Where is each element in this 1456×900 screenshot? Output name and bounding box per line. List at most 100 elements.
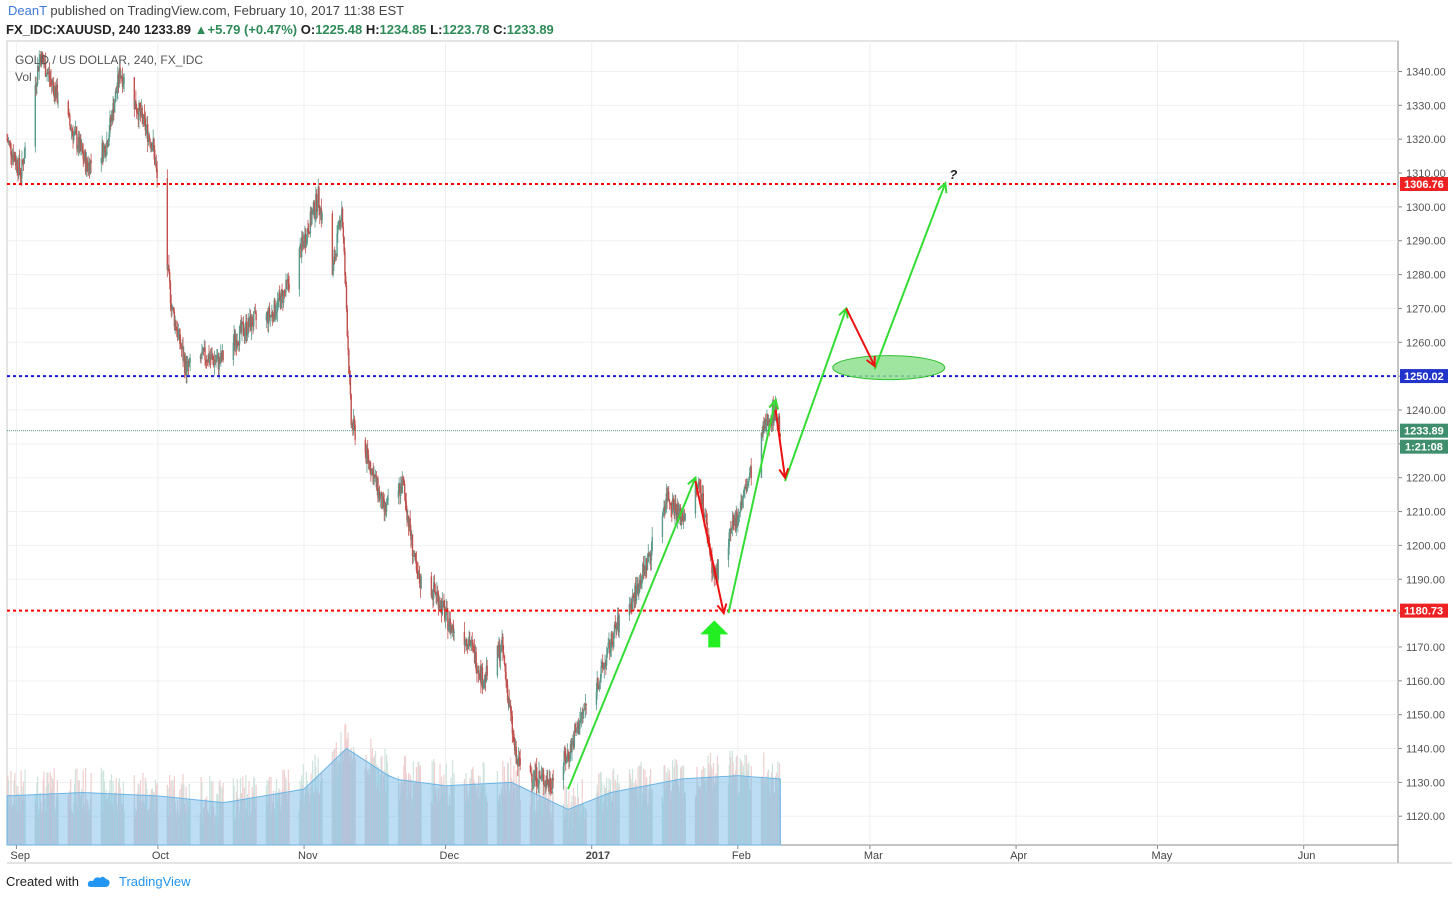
volume-bar (69, 790, 71, 845)
red-arrow-2[interactable] (774, 409, 787, 478)
volume-bar (677, 783, 679, 845)
candle-body (141, 108, 143, 117)
volume-bar (763, 784, 766, 845)
candle-body (778, 416, 781, 435)
volume-bar (507, 762, 509, 845)
candle-body (664, 504, 667, 512)
volume-bar (764, 779, 766, 845)
volume-bar (601, 783, 603, 845)
red-arrow-1[interactable] (694, 480, 725, 614)
candle-body (451, 626, 453, 630)
plot-area[interactable] (6, 40, 1399, 846)
volume-bar (680, 766, 682, 845)
volume-bar (642, 793, 644, 845)
candle-body (241, 321, 243, 332)
candle-body (305, 243, 308, 245)
candle-body (682, 518, 684, 522)
volume-bar (675, 778, 677, 845)
candle-body (477, 670, 479, 673)
candle-body (142, 116, 144, 124)
candle-body (77, 137, 80, 149)
tradingview-brand-link[interactable]: TradingView (118, 874, 191, 889)
x-tick-label: Sep (10, 850, 30, 862)
candle-body (600, 666, 602, 679)
volume-bar (187, 806, 190, 845)
candle-body (168, 271, 171, 283)
candle-body (736, 511, 738, 527)
author-link[interactable]: DeanT (8, 3, 47, 18)
volume-bar (235, 818, 237, 845)
candle-body (300, 245, 302, 258)
volume-bar (433, 758, 435, 845)
candle-body (377, 477, 379, 498)
candle-body (319, 207, 321, 215)
volume-bar (732, 762, 734, 845)
volume-bar (481, 783, 484, 845)
green-arrow-4[interactable] (873, 182, 947, 370)
volume-bar (473, 782, 476, 845)
green-arrow-3[interactable] (784, 308, 848, 482)
volume-bar (367, 770, 369, 845)
candle-body (42, 57, 44, 63)
candle-body (48, 71, 51, 78)
volume-bar (382, 776, 385, 845)
volume-bar (596, 784, 598, 845)
green-arrow-1[interactable] (567, 477, 697, 790)
volume-bar (315, 766, 317, 845)
candle-body (437, 593, 440, 609)
candle-body (68, 114, 70, 116)
volume-bar (251, 787, 253, 845)
volume-bar (346, 738, 348, 845)
volume-bar (730, 757, 732, 845)
volume-bar (83, 809, 85, 845)
volume-bar (139, 779, 142, 845)
candle-body (136, 112, 139, 114)
y-tick-label: 1210.00 (1406, 507, 1446, 519)
target-zone-ellipse[interactable] (832, 355, 946, 381)
volume-bar (186, 813, 188, 845)
volume-bar (185, 786, 187, 845)
volume-bar (272, 790, 275, 845)
candle-body (222, 350, 224, 361)
volume-bar (748, 762, 750, 845)
volume-bar (565, 786, 568, 845)
candle-body (266, 311, 268, 315)
volume-bar (202, 821, 204, 845)
volume-bar (708, 771, 711, 845)
volume-bar (44, 798, 46, 845)
volume-bar (55, 814, 57, 845)
candle-body (273, 300, 275, 322)
volume-bar (730, 781, 733, 845)
candle-body (150, 143, 152, 146)
candle-body (740, 500, 742, 511)
x-tick-label: Nov (298, 850, 318, 862)
red-arrow-3[interactable] (845, 307, 876, 367)
candle-body (537, 784, 539, 787)
candle-body (503, 655, 506, 665)
candle-body (238, 344, 240, 346)
volume-bar (413, 784, 415, 845)
volume-bar (449, 805, 451, 845)
candle-body (335, 253, 337, 257)
candle-body (332, 264, 334, 275)
candle-body (711, 553, 713, 573)
candle-body (607, 642, 609, 649)
volume-bar (146, 788, 148, 845)
volume-bar (510, 778, 513, 845)
volume-bar (374, 755, 376, 845)
volume-bar (497, 802, 499, 845)
volume-bar (173, 789, 175, 845)
level-label-resistance: 1306.76 (1404, 179, 1444, 191)
volume-bar (576, 783, 579, 845)
candle-body (639, 579, 642, 587)
volume-bar (480, 791, 482, 845)
green-arrow-2[interactable] (727, 399, 777, 614)
candle-body (122, 83, 125, 87)
volume-bar (199, 813, 201, 845)
candle-body (240, 323, 242, 332)
candle-body (376, 477, 378, 487)
price-chart[interactable]: 1120.00 1130.00 1140.00 1150.00 1160.00 1170.… (0, 0, 1456, 870)
volume-bar (242, 776, 244, 845)
volume-bar (569, 811, 572, 845)
volume-bar (468, 791, 470, 845)
